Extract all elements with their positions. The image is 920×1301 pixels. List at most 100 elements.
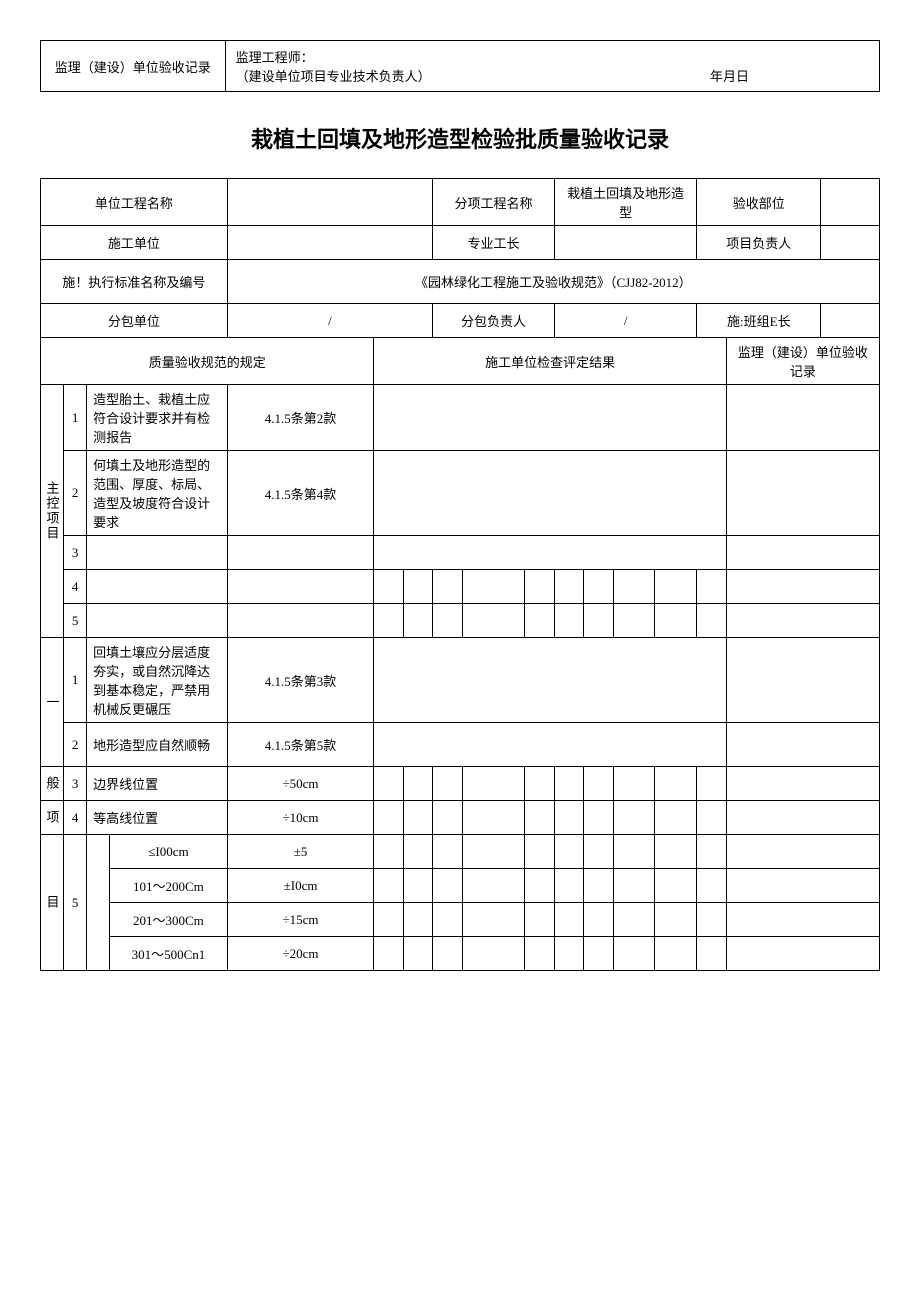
g5c-o9[interactable] — [655, 903, 697, 937]
g5d-o3[interactable] — [433, 937, 462, 971]
g3-o6[interactable] — [554, 767, 583, 801]
g3-o7[interactable] — [584, 767, 613, 801]
g5b-o10[interactable] — [697, 869, 726, 903]
g5b-o6[interactable] — [554, 869, 583, 903]
mc5-o6[interactable] — [554, 604, 583, 638]
constructor-value[interactable] — [227, 226, 433, 260]
g5c-o5[interactable] — [525, 903, 554, 937]
g4-o9[interactable] — [655, 801, 697, 835]
g5c-supervise[interactable] — [726, 903, 879, 937]
pm-value[interactable] — [821, 226, 880, 260]
mc5-desc[interactable] — [87, 604, 228, 638]
mc5-o8[interactable] — [613, 604, 655, 638]
g5a-o7[interactable] — [584, 835, 613, 869]
g1-supervise[interactable] — [726, 638, 879, 723]
g5d-o9[interactable] — [655, 937, 697, 971]
g4-o3[interactable] — [433, 801, 462, 835]
g4-o10[interactable] — [697, 801, 726, 835]
g5a-o8[interactable] — [613, 835, 655, 869]
foreman-value[interactable] — [554, 226, 697, 260]
mc1-supervise[interactable] — [726, 385, 879, 451]
g4-o6[interactable] — [554, 801, 583, 835]
mc3-supervise[interactable] — [726, 536, 879, 570]
g3-o5[interactable] — [525, 767, 554, 801]
g5a-o4[interactable] — [462, 835, 525, 869]
mc2-supervise[interactable] — [726, 451, 879, 536]
mc4-o8[interactable] — [613, 570, 655, 604]
mc4-supervise[interactable] — [726, 570, 879, 604]
mc4-o2[interactable] — [403, 570, 432, 604]
g5b-o8[interactable] — [613, 869, 655, 903]
g5c-o7[interactable] — [584, 903, 613, 937]
mc4-o6[interactable] — [554, 570, 583, 604]
g1-result[interactable] — [374, 638, 726, 723]
g5d-o2[interactable] — [403, 937, 432, 971]
g5d-o7[interactable] — [584, 937, 613, 971]
g5d-o5[interactable] — [525, 937, 554, 971]
g5b-o2[interactable] — [403, 869, 432, 903]
g5a-o6[interactable] — [554, 835, 583, 869]
g5b-o1[interactable] — [374, 869, 403, 903]
g5c-o1[interactable] — [374, 903, 403, 937]
g3-o2[interactable] — [403, 767, 432, 801]
g4-o7[interactable] — [584, 801, 613, 835]
g5c-o3[interactable] — [433, 903, 462, 937]
g3-o3[interactable] — [433, 767, 462, 801]
mc4-o5[interactable] — [525, 570, 554, 604]
g5d-supervise[interactable] — [726, 937, 879, 971]
g3-o8[interactable] — [613, 767, 655, 801]
g5d-o10[interactable] — [697, 937, 726, 971]
g5b-o7[interactable] — [584, 869, 613, 903]
check-part-value[interactable] — [821, 179, 880, 226]
mc4-o9[interactable] — [655, 570, 697, 604]
mc5-o7[interactable] — [584, 604, 613, 638]
g5c-o4[interactable] — [462, 903, 525, 937]
mc5-o5[interactable] — [525, 604, 554, 638]
mc4-o7[interactable] — [584, 570, 613, 604]
g5d-o6[interactable] — [554, 937, 583, 971]
mc2-result[interactable] — [374, 451, 726, 536]
g5b-o9[interactable] — [655, 869, 697, 903]
team-value[interactable] — [821, 304, 880, 338]
mc5-o10[interactable] — [697, 604, 726, 638]
mc5-ref[interactable] — [227, 604, 374, 638]
g5a-supervise[interactable] — [726, 835, 879, 869]
mc4-desc[interactable] — [87, 570, 228, 604]
g5a-o10[interactable] — [697, 835, 726, 869]
mc3-desc[interactable] — [87, 536, 228, 570]
g3-o10[interactable] — [697, 767, 726, 801]
g4-o1[interactable] — [374, 801, 403, 835]
g5a-o5[interactable] — [525, 835, 554, 869]
g3-o1[interactable] — [374, 767, 403, 801]
g5b-supervise[interactable] — [726, 869, 879, 903]
g5a-o2[interactable] — [403, 835, 432, 869]
mc5-o4[interactable] — [462, 604, 525, 638]
mc5-supervise[interactable] — [726, 604, 879, 638]
mc4-o4[interactable] — [462, 570, 525, 604]
g4-o2[interactable] — [403, 801, 432, 835]
mc4-o10[interactable] — [697, 570, 726, 604]
mc5-o2[interactable] — [403, 604, 432, 638]
mc4-o1[interactable] — [374, 570, 403, 604]
g5d-o1[interactable] — [374, 937, 403, 971]
mc3-ref[interactable] — [227, 536, 374, 570]
mc5-o9[interactable] — [655, 604, 697, 638]
g5b-o3[interactable] — [433, 869, 462, 903]
g5d-o8[interactable] — [613, 937, 655, 971]
g5a-o1[interactable] — [374, 835, 403, 869]
g5b-o5[interactable] — [525, 869, 554, 903]
g2-result[interactable] — [374, 723, 726, 767]
mc1-result[interactable] — [374, 385, 726, 451]
g5c-o8[interactable] — [613, 903, 655, 937]
g3-o4[interactable] — [462, 767, 525, 801]
mc4-ref[interactable] — [227, 570, 374, 604]
g2-supervise[interactable] — [726, 723, 879, 767]
g4-o4[interactable] — [462, 801, 525, 835]
g5a-o9[interactable] — [655, 835, 697, 869]
mc3-result[interactable] — [374, 536, 726, 570]
g4-supervise[interactable] — [726, 801, 879, 835]
mc5-o3[interactable] — [433, 604, 462, 638]
g5c-o10[interactable] — [697, 903, 726, 937]
g4-o8[interactable] — [613, 801, 655, 835]
g5d-o4[interactable] — [462, 937, 525, 971]
